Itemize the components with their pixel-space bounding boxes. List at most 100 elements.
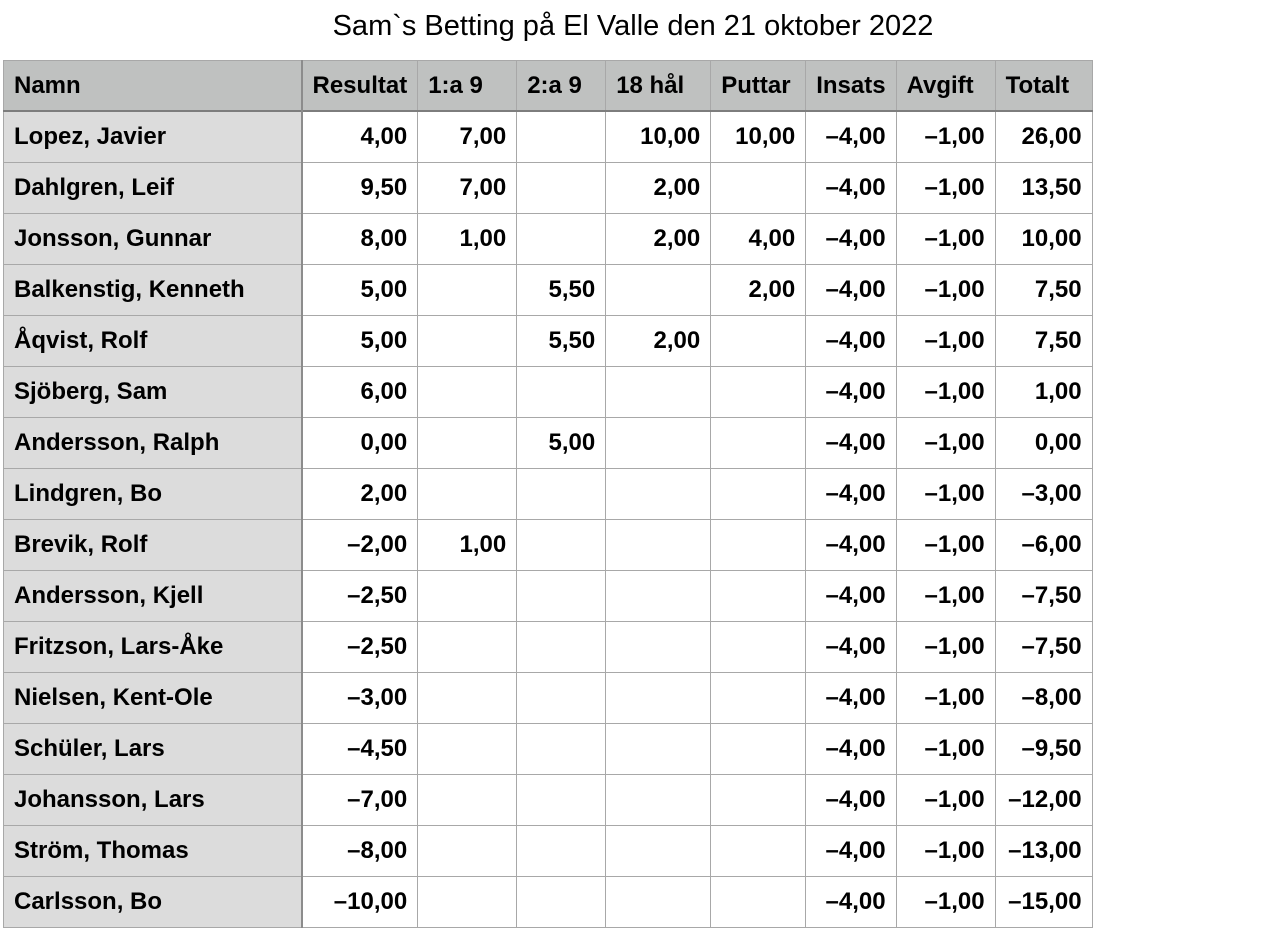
insats-cell[interactable]: –4,00 xyxy=(805,672,897,724)
forsta-9-cell[interactable] xyxy=(417,876,518,928)
resultat-cell[interactable]: –2,50 xyxy=(300,570,419,622)
player-name-cell[interactable]: Jonsson, Gunnar xyxy=(3,213,303,265)
andra-9-cell[interactable] xyxy=(516,723,607,775)
player-name-cell[interactable]: Ström, Thomas xyxy=(3,825,303,877)
puttar-cell[interactable] xyxy=(710,417,807,469)
column-header-insats[interactable]: Insats xyxy=(805,60,897,112)
insats-cell[interactable]: –4,00 xyxy=(805,723,897,775)
hal-18-cell[interactable] xyxy=(605,570,712,622)
forsta-9-cell[interactable]: 7,00 xyxy=(417,162,518,214)
avgift-cell[interactable]: –1,00 xyxy=(895,876,996,928)
hal-18-cell[interactable] xyxy=(605,366,712,418)
andra-9-cell[interactable] xyxy=(516,162,607,214)
insats-cell[interactable]: –4,00 xyxy=(805,110,897,163)
column-header-2a9[interactable]: 2:a 9 xyxy=(516,60,607,112)
player-name-cell[interactable]: Lopez, Javier xyxy=(3,110,303,163)
andra-9-cell[interactable] xyxy=(516,213,607,265)
forsta-9-cell[interactable] xyxy=(417,774,518,826)
hal-18-cell[interactable] xyxy=(605,876,712,928)
resultat-cell[interactable]: –2,00 xyxy=(300,519,419,571)
player-name-cell[interactable]: Nielsen, Kent-Ole xyxy=(3,672,303,724)
totalt-cell[interactable]: 13,50 xyxy=(994,162,1093,214)
andra-9-cell[interactable] xyxy=(516,876,607,928)
avgift-cell[interactable]: –1,00 xyxy=(895,315,996,367)
insats-cell[interactable]: –4,00 xyxy=(805,519,897,571)
totalt-cell[interactable]: –8,00 xyxy=(994,672,1093,724)
avgift-cell[interactable]: –1,00 xyxy=(895,417,996,469)
puttar-cell[interactable] xyxy=(710,162,807,214)
andra-9-cell[interactable] xyxy=(516,621,607,673)
resultat-cell[interactable]: 0,00 xyxy=(300,417,419,469)
player-name-cell[interactable]: Schüler, Lars xyxy=(3,723,303,775)
totalt-cell[interactable]: –6,00 xyxy=(994,519,1093,571)
totalt-cell[interactable]: –13,00 xyxy=(994,825,1093,877)
puttar-cell[interactable] xyxy=(710,876,807,928)
insats-cell[interactable]: –4,00 xyxy=(805,162,897,214)
hal-18-cell[interactable]: 10,00 xyxy=(605,110,712,163)
puttar-cell[interactable] xyxy=(710,519,807,571)
totalt-cell[interactable]: –12,00 xyxy=(994,774,1093,826)
puttar-cell[interactable] xyxy=(710,621,807,673)
avgift-cell[interactable]: –1,00 xyxy=(895,774,996,826)
forsta-9-cell[interactable] xyxy=(417,723,518,775)
puttar-cell[interactable] xyxy=(710,774,807,826)
totalt-cell[interactable]: –7,50 xyxy=(994,621,1093,673)
hal-18-cell[interactable] xyxy=(605,723,712,775)
andra-9-cell[interactable] xyxy=(516,570,607,622)
puttar-cell[interactable]: 2,00 xyxy=(710,264,807,316)
forsta-9-cell[interactable]: 1,00 xyxy=(417,213,518,265)
insats-cell[interactable]: –4,00 xyxy=(805,876,897,928)
resultat-cell[interactable]: 2,00 xyxy=(300,468,419,520)
hal-18-cell[interactable]: 2,00 xyxy=(605,315,712,367)
avgift-cell[interactable]: –1,00 xyxy=(895,672,996,724)
forsta-9-cell[interactable] xyxy=(417,417,518,469)
insats-cell[interactable]: –4,00 xyxy=(805,366,897,418)
resultat-cell[interactable]: 8,00 xyxy=(300,213,419,265)
column-header-resultat[interactable]: Resultat xyxy=(300,60,419,112)
player-name-cell[interactable]: Sjöberg, Sam xyxy=(3,366,303,418)
avgift-cell[interactable]: –1,00 xyxy=(895,621,996,673)
totalt-cell[interactable]: –3,00 xyxy=(994,468,1093,520)
totalt-cell[interactable]: 10,00 xyxy=(994,213,1093,265)
forsta-9-cell[interactable]: 7,00 xyxy=(417,110,518,163)
totalt-cell[interactable]: –7,50 xyxy=(994,570,1093,622)
andra-9-cell[interactable] xyxy=(516,825,607,877)
avgift-cell[interactable]: –1,00 xyxy=(895,468,996,520)
andra-9-cell[interactable] xyxy=(516,366,607,418)
totalt-cell[interactable]: 7,50 xyxy=(994,315,1093,367)
avgift-cell[interactable]: –1,00 xyxy=(895,264,996,316)
resultat-cell[interactable]: 5,00 xyxy=(300,315,419,367)
hal-18-cell[interactable]: 2,00 xyxy=(605,162,712,214)
player-name-cell[interactable]: Brevik, Rolf xyxy=(3,519,303,571)
totalt-cell[interactable]: 26,00 xyxy=(994,110,1093,163)
avgift-cell[interactable]: –1,00 xyxy=(895,110,996,163)
resultat-cell[interactable]: –10,00 xyxy=(300,876,419,928)
hal-18-cell[interactable] xyxy=(605,519,712,571)
insats-cell[interactable]: –4,00 xyxy=(805,213,897,265)
forsta-9-cell[interactable]: 1,00 xyxy=(417,519,518,571)
insats-cell[interactable]: –4,00 xyxy=(805,621,897,673)
insats-cell[interactable]: –4,00 xyxy=(805,468,897,520)
totalt-cell[interactable]: –9,50 xyxy=(994,723,1093,775)
andra-9-cell[interactable] xyxy=(516,672,607,724)
forsta-9-cell[interactable] xyxy=(417,468,518,520)
puttar-cell[interactable] xyxy=(710,366,807,418)
insats-cell[interactable]: –4,00 xyxy=(805,417,897,469)
insats-cell[interactable]: –4,00 xyxy=(805,570,897,622)
resultat-cell[interactable]: –2,50 xyxy=(300,621,419,673)
player-name-cell[interactable]: Carlsson, Bo xyxy=(3,876,303,928)
andra-9-cell[interactable] xyxy=(516,110,607,163)
hal-18-cell[interactable] xyxy=(605,417,712,469)
resultat-cell[interactable]: –4,50 xyxy=(300,723,419,775)
puttar-cell[interactable] xyxy=(710,825,807,877)
column-header-18hal[interactable]: 18 hål xyxy=(605,60,712,112)
hal-18-cell[interactable]: 2,00 xyxy=(605,213,712,265)
player-name-cell[interactable]: Balkenstig, Kenneth xyxy=(3,264,303,316)
player-name-cell[interactable]: Dahlgren, Leif xyxy=(3,162,303,214)
puttar-cell[interactable] xyxy=(710,315,807,367)
hal-18-cell[interactable] xyxy=(605,621,712,673)
totalt-cell[interactable]: 7,50 xyxy=(994,264,1093,316)
avgift-cell[interactable]: –1,00 xyxy=(895,162,996,214)
forsta-9-cell[interactable] xyxy=(417,672,518,724)
resultat-cell[interactable]: –7,00 xyxy=(300,774,419,826)
